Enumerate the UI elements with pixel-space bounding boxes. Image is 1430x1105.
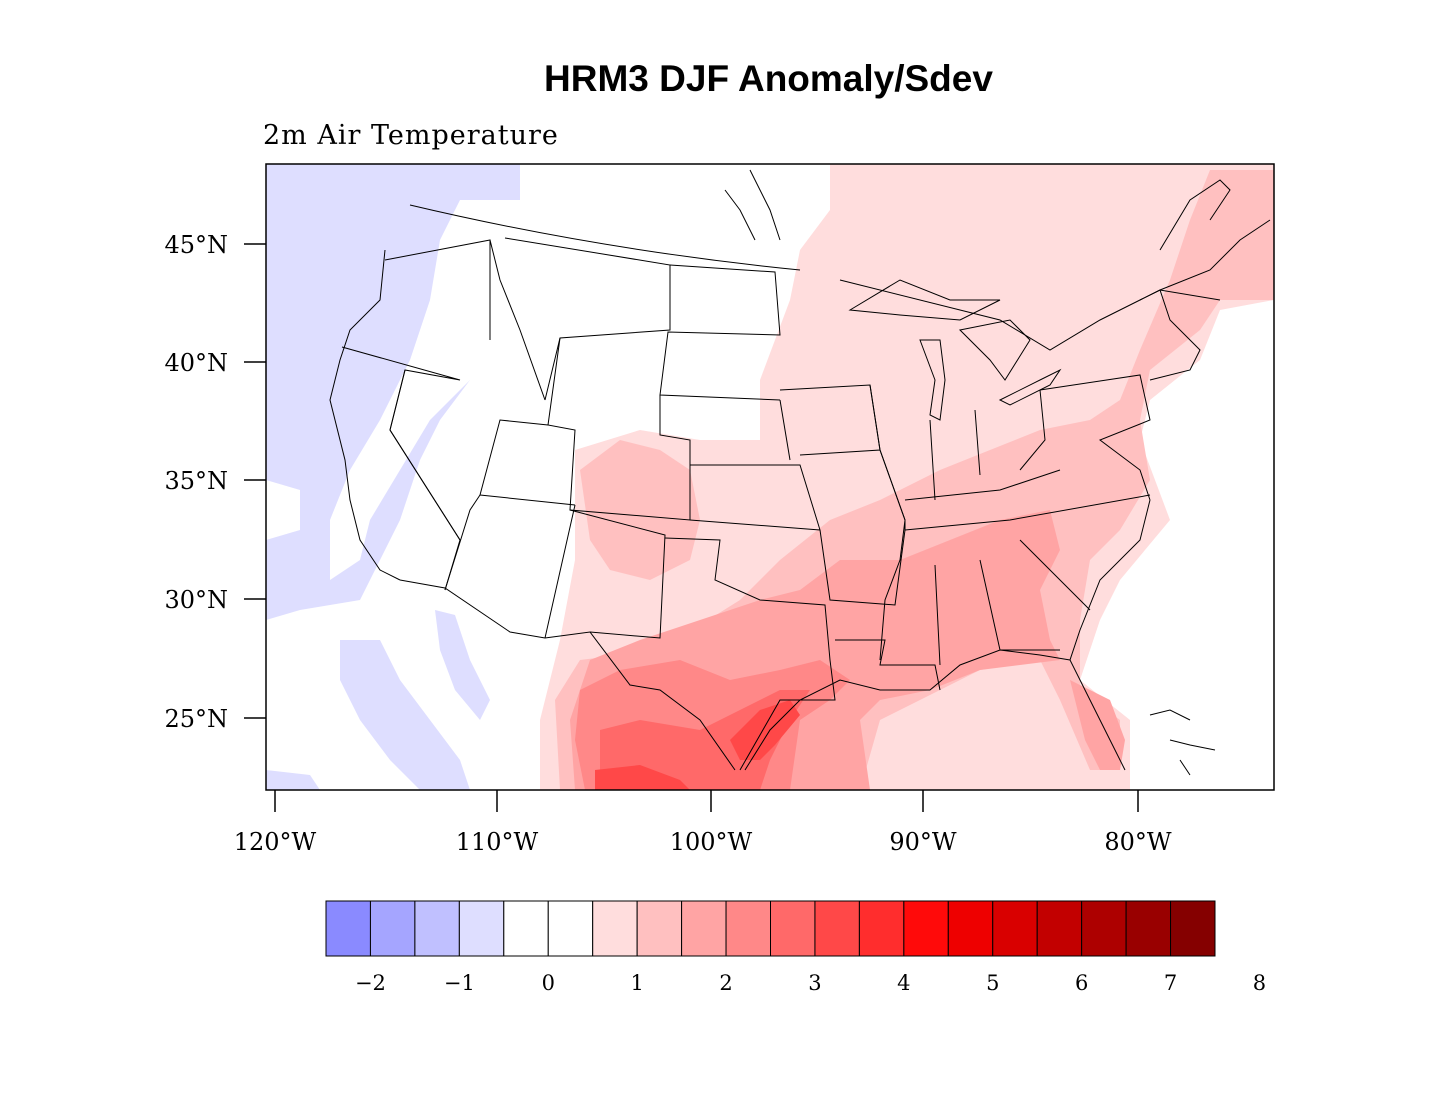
contour-white-coast-gap [266,480,300,540]
y-tick-label: 45°N [164,231,228,259]
y-tick-label: 40°N [164,349,228,377]
colorbar-label: 2 [719,971,732,995]
colorbar [325,900,1216,957]
colorbar-box [592,900,638,957]
new-mexico [544,504,666,639]
contour-salmon-florida [1070,680,1125,770]
map-frame [265,163,1275,791]
colorbar-box [458,900,505,957]
louisiana [835,639,941,691]
x-tick-label: 90°W [889,828,957,856]
colorbar-label: 1 [630,971,643,995]
oklahoma-arkansas [819,529,906,606]
texas-oklahoma [664,537,836,771]
colorbar-label: −2 [355,971,386,995]
ohio-valley [929,389,1046,501]
colorbar-box [547,900,594,957]
colorbar-label: 0 [542,971,555,995]
utah-arizona [444,419,576,591]
x-axis: 120°W 110°W 100°W 90°W 80°W [234,790,1172,856]
colorbar-box [369,900,416,957]
y-tick-label: 25°N [164,705,228,733]
lake-erie [998,368,1062,406]
colorbar-box [992,900,1038,957]
california-nevada [389,369,461,541]
x-tick-label: 120°W [234,828,317,856]
colorbar-box [814,900,860,957]
colorbar-box [681,900,727,957]
x-tick-label: 110°W [456,828,539,856]
y-tick-label: 30°N [164,586,228,614]
contour-light-red-south [900,700,1000,790]
colorbar-box [903,900,949,957]
gulf-coast [744,649,1071,771]
lake-michigan [919,339,946,421]
contour-blue-southwest-corner [266,770,320,790]
colorbar-box [414,900,460,957]
y-axis: 45°N 40°N 35°N 30°N 25°N [164,231,266,733]
kansas-nebraska [689,399,821,531]
canadian-coast [724,169,1231,251]
colorbar-box [947,900,994,957]
dakotas [659,264,781,401]
tennessee-kentucky [904,469,1151,531]
west-coastline [329,249,401,581]
colorbar-label: 7 [1164,971,1177,995]
colorbar-labels: −2 −1 0 1 2 3 4 5 6 7 8 [355,971,1266,995]
contour-blue-baja [340,640,470,790]
contour-deep-red-south [595,765,690,790]
chart-subtitle: 2m Air Temperature [263,120,559,151]
colorbar-label: 8 [1253,971,1266,995]
y-tick-label: 35°N [164,467,228,495]
colorbar-label: 4 [897,971,910,995]
great-lake-superior [848,279,1001,321]
colorbar-box [503,900,549,957]
x-tick-label: 100°W [670,828,753,856]
colorbar-box [1125,900,1172,957]
colorbar-box [858,900,905,957]
x-tick-label: 80°W [1104,828,1172,856]
wyoming-colorado [547,337,691,521]
florida-peninsula-keys [1149,709,1216,776]
idaho-montana [489,239,546,401]
montana-north-dakota [504,237,671,401]
contour-pink-colorado [580,440,700,580]
colorbar-label: −1 [444,971,475,995]
colorbar-box [636,900,683,957]
colorbar-box [725,900,771,957]
new-england [1139,219,1271,381]
colorbar-label: 5 [986,971,999,995]
boundaries-layer [329,169,1271,776]
lake-huron [958,319,1031,381]
atlantic-coast [1069,499,1151,771]
colorbar-box [770,900,816,957]
contour-fill-layer [266,164,1274,790]
contour-blue-gulf-of-california [435,610,490,720]
colorbar-box [1036,900,1083,957]
colorbar-box [1170,900,1216,957]
colorbar-box [1081,900,1127,957]
us-canada-border [409,204,801,271]
mississippi-river [869,384,906,661]
mid-atlantic [1039,374,1151,501]
colorbar-label: 6 [1075,971,1088,995]
colorbar-label: 3 [808,971,821,995]
contour-deep-red [730,700,800,760]
chart-title: HRM3 DJF Anomaly/Sdev [544,58,993,99]
contour-white-interior-west [330,200,520,580]
colorbar-box [325,900,371,957]
